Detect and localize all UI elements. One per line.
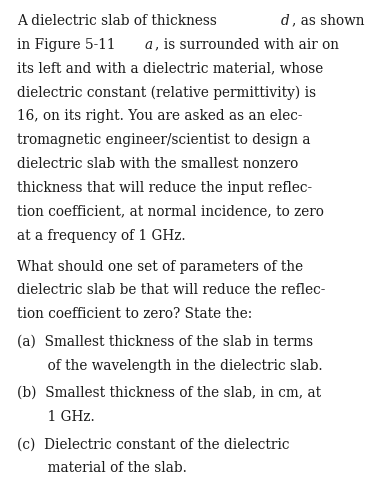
Text: of the wavelength in the dielectric slab.: of the wavelength in the dielectric slab…	[17, 359, 323, 372]
Text: 16, on its right. You are asked as an elec-: 16, on its right. You are asked as an el…	[17, 109, 302, 123]
Text: material of the slab.: material of the slab.	[17, 461, 187, 475]
Text: (c)  Dielectric constant of the dielectric: (c) Dielectric constant of the dielectri…	[17, 437, 290, 451]
Text: at a frequency of 1 GHz.: at a frequency of 1 GHz.	[17, 228, 186, 243]
Text: dielectric slab with the smallest nonzero: dielectric slab with the smallest nonzer…	[17, 157, 298, 171]
Text: its left and with a dielectric material, whose: its left and with a dielectric material,…	[17, 62, 323, 75]
Text: , is surrounded with air on: , is surrounded with air on	[155, 38, 339, 52]
Text: a: a	[144, 38, 152, 52]
Text: dielectric slab be that will reduce the reflec-: dielectric slab be that will reduce the …	[17, 283, 325, 298]
Text: in Figure 5-11: in Figure 5-11	[17, 38, 116, 52]
Text: , as shown: , as shown	[292, 14, 364, 28]
Text: 1 GHz.: 1 GHz.	[17, 410, 95, 424]
Text: A dielectric slab of thickness: A dielectric slab of thickness	[17, 14, 221, 28]
Text: (a)  Smallest thickness of the slab in terms: (a) Smallest thickness of the slab in te…	[17, 335, 313, 349]
Text: tion coefficient, at normal incidence, to zero: tion coefficient, at normal incidence, t…	[17, 205, 324, 218]
Text: dielectric constant (relative permittivity) is: dielectric constant (relative permittivi…	[17, 85, 316, 100]
Text: tion coefficient to zero? State the:: tion coefficient to zero? State the:	[17, 308, 252, 321]
Text: What should one set of parameters of the: What should one set of parameters of the	[17, 260, 303, 274]
Text: tromagnetic engineer/scientist to design a: tromagnetic engineer/scientist to design…	[17, 133, 310, 147]
Text: thickness that will reduce the input reflec-: thickness that will reduce the input ref…	[17, 181, 312, 195]
Text: (b)  Smallest thickness of the slab, in cm, at: (b) Smallest thickness of the slab, in c…	[17, 386, 321, 400]
Text: d: d	[280, 14, 289, 28]
